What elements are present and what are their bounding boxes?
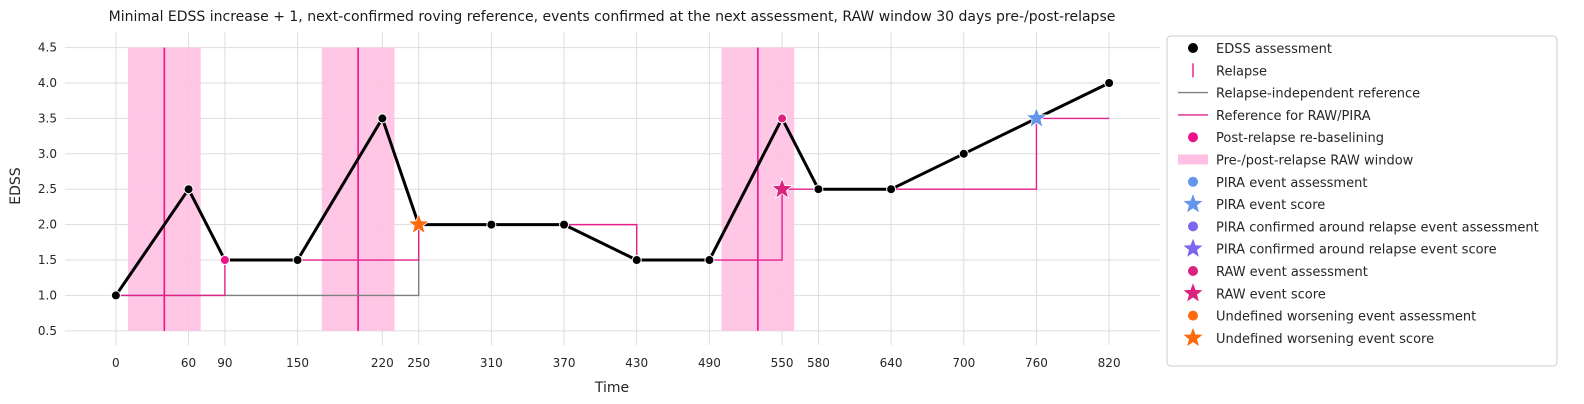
raw-event-assessment-point bbox=[777, 113, 788, 124]
x-tick-label: 220 bbox=[371, 356, 394, 370]
edss-assessment-point bbox=[559, 219, 570, 230]
legend-label: Undefined worsening event assessment bbox=[1216, 310, 1476, 325]
legend-rect-icon bbox=[1178, 154, 1208, 165]
edss-assessment-point bbox=[377, 113, 388, 124]
legend-label: PIRA confirmed around relapse event asse… bbox=[1216, 220, 1539, 235]
y-tick-label: 2.0 bbox=[38, 218, 57, 232]
y-tick-label: 0.5 bbox=[38, 324, 57, 338]
edss-assessment-point bbox=[704, 255, 715, 266]
edss-assessment-point bbox=[958, 148, 969, 159]
edss-assessment-point bbox=[886, 184, 897, 195]
x-tick-label: 820 bbox=[1098, 356, 1121, 370]
legend-label: PIRA confirmed around relapse event scor… bbox=[1216, 243, 1497, 258]
x-tick-label: 60 bbox=[181, 356, 196, 370]
x-axis-label: Time bbox=[594, 380, 629, 396]
x-tick-label: 550 bbox=[771, 356, 794, 370]
legend-label: Relapse-independent reference bbox=[1216, 87, 1420, 102]
y-tick-label: 4.0 bbox=[38, 76, 57, 90]
raw-pira-reference-line bbox=[115, 117, 1110, 297]
legend-label: PIRA event score bbox=[1216, 198, 1325, 213]
edss-trajectory-line bbox=[114, 81, 1110, 297]
legend-dot-icon bbox=[1188, 176, 1198, 187]
legend-star-icon bbox=[1183, 238, 1203, 257]
legend-label: Reference for RAW/PIRA bbox=[1216, 109, 1371, 124]
y-tick-label: 4.5 bbox=[38, 41, 57, 55]
legend-label: PIRA event assessment bbox=[1216, 176, 1367, 191]
legend-dot-icon bbox=[1188, 132, 1198, 143]
edss-assessment-point bbox=[183, 184, 194, 195]
x-tick-label: 150 bbox=[286, 356, 309, 370]
raw-event-score-star bbox=[770, 177, 794, 200]
legend-label: Relapse bbox=[1216, 64, 1267, 79]
y-tick-label: 1.0 bbox=[38, 288, 57, 302]
legend-label: Post-relapse re-baselining bbox=[1216, 131, 1384, 146]
y-tick-label: 2.5 bbox=[38, 182, 57, 196]
legend-label: Undefined worsening event score bbox=[1216, 332, 1434, 347]
legend-label: EDSS assessment bbox=[1216, 42, 1332, 57]
x-tick-label: 90 bbox=[217, 356, 232, 370]
legend-dot-icon bbox=[1188, 266, 1198, 276]
x-tick-label: 700 bbox=[952, 356, 975, 370]
edss-assessment-point bbox=[1104, 77, 1115, 88]
y-axis-label: EDSS bbox=[8, 167, 24, 205]
x-tick-label: 250 bbox=[407, 356, 430, 370]
legend-star-icon bbox=[1183, 283, 1203, 302]
legend-dot-icon bbox=[1188, 221, 1198, 232]
x-tick-label: 490 bbox=[698, 356, 721, 370]
pira-event-score-star bbox=[1024, 106, 1049, 129]
legend-label: RAW event score bbox=[1216, 287, 1326, 302]
y-tick-label: 1.5 bbox=[38, 253, 57, 267]
legend-dot-icon bbox=[1188, 43, 1198, 53]
legend: EDSS assessment Relapse Relapse-independen… bbox=[1166, 35, 1558, 367]
x-tick-label: 640 bbox=[880, 356, 903, 370]
edss-assessment-point bbox=[631, 255, 642, 266]
legend-box bbox=[1166, 35, 1558, 367]
undefined-worsening-event-score-star bbox=[407, 212, 431, 235]
edss-assessment-point bbox=[813, 184, 824, 195]
x-tick-label: 0 bbox=[112, 356, 120, 370]
x-tick-label: 580 bbox=[807, 356, 830, 370]
legend-star-icon bbox=[1183, 327, 1203, 346]
x-tick-label: 310 bbox=[480, 356, 503, 370]
y-tick-label: 3.0 bbox=[38, 147, 57, 161]
legend-label: RAW event assessment bbox=[1216, 265, 1368, 280]
legend-star-icon bbox=[1183, 194, 1203, 213]
plot-area: 0 60 90 150 220 250 310 370 430 490 550 580 640 700 76… bbox=[38, 32, 1160, 370]
rebaselining-point bbox=[219, 255, 230, 266]
edss-assessment-point bbox=[292, 255, 303, 266]
chart-title: Minimal EDSS increase + 1, next-confirme… bbox=[109, 9, 1116, 25]
x-tick-label: 430 bbox=[625, 356, 648, 370]
legend-label: Pre-/post-relapse RAW window bbox=[1216, 154, 1414, 169]
legend-dot-icon bbox=[1188, 310, 1198, 321]
x-tick-label: 760 bbox=[1025, 356, 1048, 370]
edss-assessment-point bbox=[486, 219, 497, 230]
x-tick-label: 370 bbox=[553, 356, 576, 370]
edss-assessment-point bbox=[110, 290, 121, 301]
y-tick-label: 3.5 bbox=[38, 111, 57, 125]
